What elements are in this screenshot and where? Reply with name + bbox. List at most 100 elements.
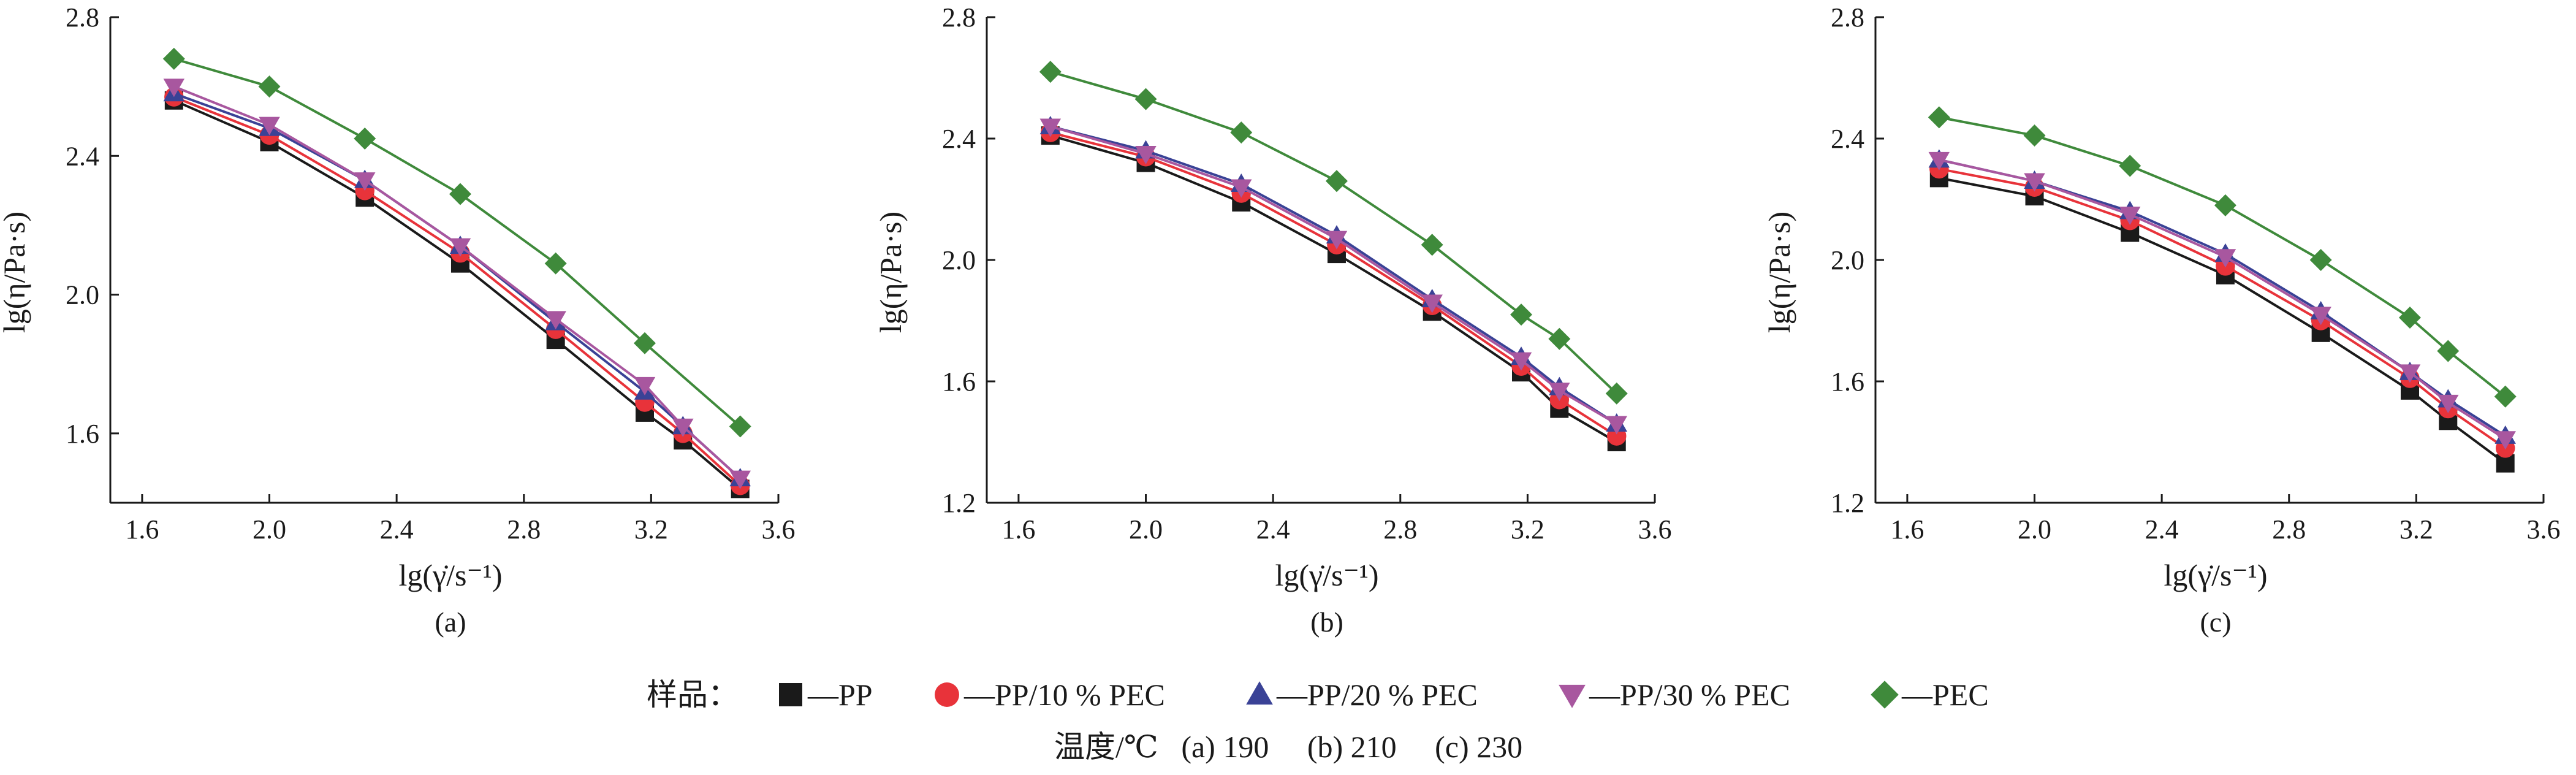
diamond-marker	[1548, 327, 1571, 350]
panel-label: (c)	[2200, 606, 2231, 638]
x-axis-title: lg(γ̇/s⁻¹)	[2164, 558, 2267, 592]
diamond-marker	[1605, 382, 1628, 405]
triangle-down-marker	[2437, 394, 2459, 413]
diamond-marker	[2309, 249, 2332, 271]
y-tick-label: 2.8	[66, 2, 99, 32]
x-tick-label: 2.8	[2272, 514, 2306, 544]
y-tick-label: 1.2	[942, 488, 976, 518]
y-tick-label: 1.6	[66, 419, 99, 449]
diamond-marker	[1928, 106, 1950, 129]
diamond-marker	[2214, 194, 2236, 216]
triangle-down-marker	[1510, 352, 1532, 371]
panel-label: (a)	[435, 606, 466, 638]
diamond-marker	[2119, 155, 2141, 177]
diamond-marker	[449, 183, 471, 205]
legend-prefix: 样品：	[647, 678, 739, 712]
diamond-marker	[258, 75, 281, 98]
y-tick-label: 2.0	[942, 245, 976, 275]
y-tick-label: 2.4	[1831, 124, 1864, 154]
legend-label: —PEC	[1901, 678, 1989, 712]
x-tick-label: 3.6	[2527, 514, 2561, 544]
series-line-pp	[1939, 177, 2506, 465]
x-tick-label: 3.6	[1638, 514, 1672, 544]
x-axis-title: lg(γ̇/s⁻¹)	[398, 558, 502, 592]
series-line-pp-20-pec	[1050, 125, 1617, 425]
y-tick-label: 1.6	[1831, 367, 1864, 397]
y-tick-label: 2.0	[66, 280, 99, 310]
x-tick-label: 2.0	[2018, 514, 2051, 544]
diamond-marker	[1039, 61, 1062, 83]
x-tick-label: 3.2	[634, 514, 668, 544]
x-axis-title: lg(γ̇/s⁻¹)	[1275, 558, 1378, 592]
diamond-marker	[729, 415, 751, 438]
y-tick-label: 1.2	[1831, 488, 1864, 518]
x-tick-label: 1.6	[1890, 514, 1924, 544]
legend-label: —PP/10 % PEC	[963, 678, 1165, 712]
y-axis-title: lg(η/Pa·s)	[1762, 212, 1796, 333]
legend: 样品： —PP —PP/10 % PEC —PP/20 % PEC —PP/30 % …	[647, 678, 1989, 712]
legend-triangle-down-marker	[1559, 684, 1586, 708]
y-tick-label: 2.8	[1831, 2, 1864, 32]
x-tick-label: 2.0	[1129, 514, 1163, 544]
x-tick-label: 2.4	[380, 514, 414, 544]
diamond-marker	[1230, 121, 1253, 144]
series-line-pec	[1939, 116, 2506, 398]
legend-triangle-up-marker	[1246, 681, 1273, 705]
triangle-down-marker	[634, 376, 656, 395]
triangle-down-marker	[2494, 431, 2516, 450]
diamond-marker	[2399, 307, 2421, 329]
triangle-down-marker	[1039, 118, 1062, 137]
y-tick-label: 1.6	[942, 367, 976, 397]
triangle-down-marker	[2024, 173, 2045, 192]
x-tick-label: 2.8	[507, 514, 541, 544]
diamond-marker	[1325, 170, 1348, 193]
legend-label: —PP	[807, 678, 873, 712]
diamond-marker	[634, 332, 656, 354]
triangle-down-marker	[449, 238, 471, 257]
legend-square-marker	[779, 683, 802, 706]
y-tick-label: 2.4	[66, 141, 99, 171]
triangle-down-marker	[1135, 146, 1157, 164]
temperature-caption: 温度/℃ (a) 190 (b) 210 (c) 230	[1054, 730, 1522, 764]
legend-diamond-marker	[1871, 681, 1899, 709]
diamond-marker	[162, 47, 185, 70]
panel-label: (b)	[1310, 606, 1343, 638]
diamond-marker	[2494, 385, 2517, 408]
triangle-down-marker	[2119, 207, 2141, 225]
panel-b: 1.6 2.0 2.4 2.8 3.2 3.6 1.2 1.6 2.0 2.4 2.8 lg(γ̇/…	[873, 2, 1672, 638]
panel-c: 1.6 2.0 2.4 2.8 3.2 3.6 1.2 1.6 2.0 2.4 2.8 lg(γ̇/…	[1762, 2, 2561, 638]
triangle-down-marker	[1230, 179, 1252, 198]
legend-label: —PP/30 % PEC	[1589, 678, 1790, 712]
series-line-pp-30-pec	[1050, 125, 1617, 426]
triangle-down-marker	[2399, 364, 2421, 383]
y-axis-title: lg(η/Pa·s)	[873, 212, 908, 333]
diamond-marker	[2023, 124, 2046, 147]
diamond-marker	[1134, 88, 1157, 110]
series-line-pp	[173, 99, 741, 490]
x-tick-label: 2.8	[1383, 514, 1417, 544]
x-tick-label: 2.4	[1256, 514, 1290, 544]
diamond-marker	[2437, 340, 2460, 362]
legend-label: —PP/20 % PEC	[1276, 678, 1478, 712]
diamond-marker	[1510, 304, 1532, 326]
panel-a: 1.6 2.0 2.4 2.8 3.2 3.6 1.6 2.0 2.4 2.8 lg(γ̇/s⁻¹…	[0, 2, 796, 638]
y-tick-label: 2.8	[942, 2, 976, 32]
y-tick-label: 2.0	[1831, 245, 1864, 275]
y-tick-label: 2.4	[942, 124, 976, 154]
triangle-down-marker	[1421, 294, 1443, 313]
diamond-marker	[1421, 234, 1443, 256]
triangle-down-marker	[2310, 307, 2331, 326]
triangle-down-marker	[672, 418, 694, 437]
triangle-down-marker	[1606, 416, 1627, 435]
triangle-down-marker	[545, 311, 566, 330]
series-line-pp-10-pec	[173, 96, 742, 487]
x-tick-label: 1.6	[1001, 514, 1035, 544]
triangle-down-marker	[1326, 231, 1348, 250]
legend-circle-marker	[935, 682, 959, 707]
x-tick-label: 3.6	[762, 514, 796, 544]
triangle-down-marker	[259, 116, 280, 136]
triangle-down-marker	[354, 172, 376, 191]
x-tick-label: 3.2	[1511, 514, 1544, 544]
x-tick-label: 3.2	[2399, 514, 2433, 544]
